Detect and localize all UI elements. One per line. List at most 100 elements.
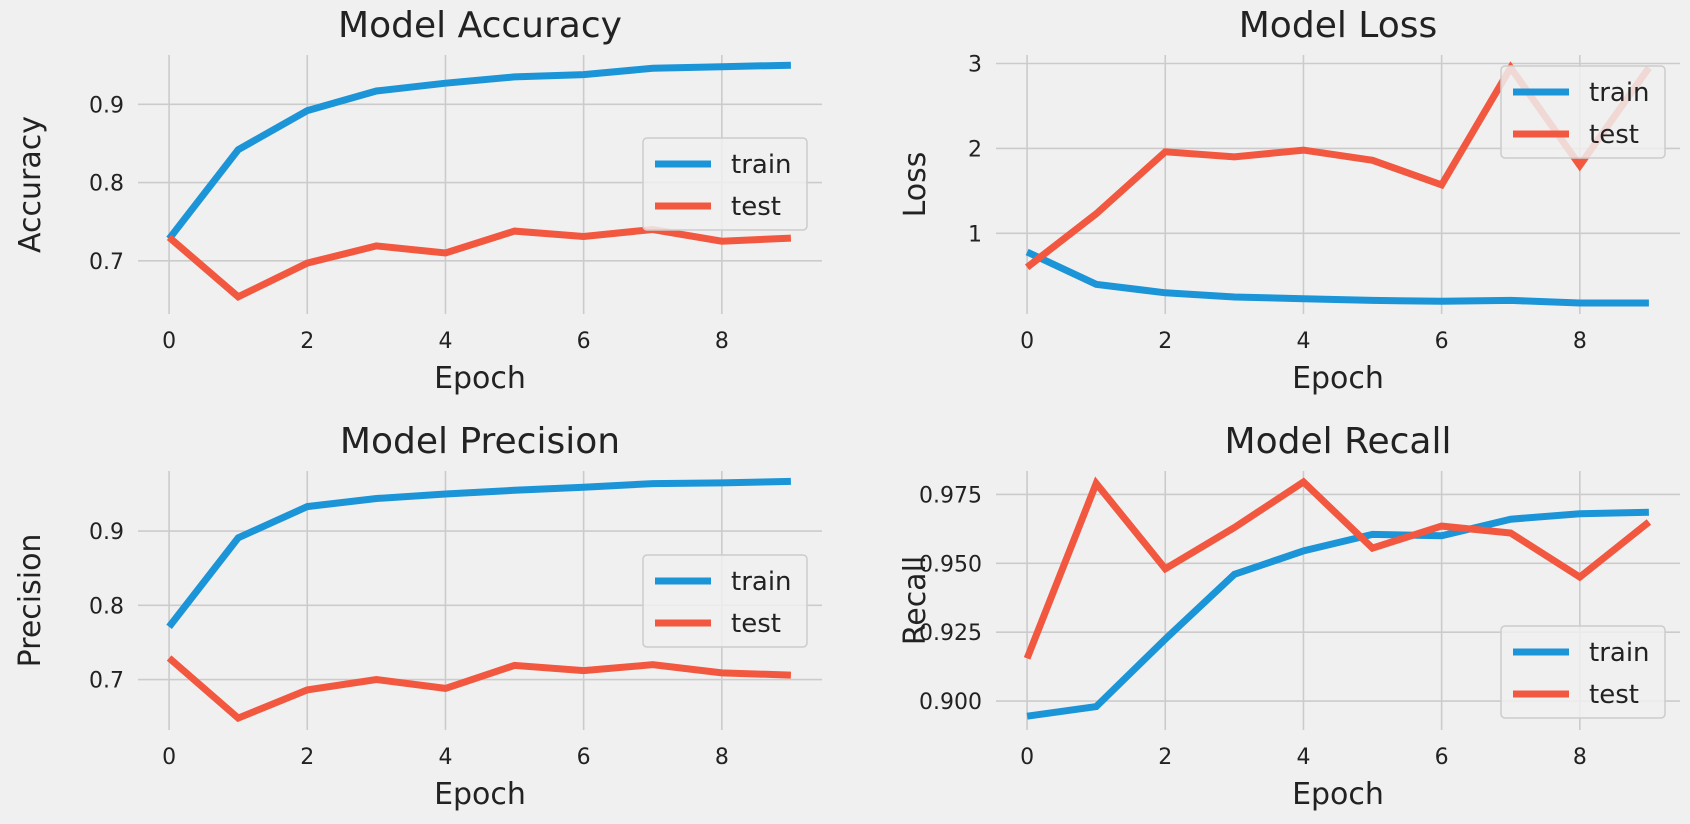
data-point-test	[169, 237, 170, 238]
data-point-train	[790, 481, 791, 482]
data-point-train	[445, 83, 446, 84]
data-point-test	[1648, 521, 1649, 522]
x-tick-label: 4	[438, 745, 452, 770]
x-tick-label: 0	[162, 745, 176, 770]
data-point-train	[1027, 716, 1028, 717]
series-line-test	[1023, 476, 1652, 660]
y-tick-label: 0.900	[919, 690, 982, 715]
x-tick-label: 0	[1020, 329, 1034, 354]
data-point-test	[790, 675, 791, 676]
data-point-train	[1579, 302, 1580, 303]
y-tick-label: 0.7	[89, 669, 124, 694]
data-point-train	[1648, 512, 1649, 513]
data-point-test	[1303, 482, 1304, 483]
legend-label-test: test	[731, 609, 781, 639]
data-point-train	[652, 483, 653, 484]
y-tick-label: 1	[968, 222, 982, 247]
data-point-test	[583, 670, 584, 671]
y-tick-label: 0.9	[89, 520, 124, 545]
data-point-test	[238, 718, 239, 719]
data-point-train	[583, 74, 584, 75]
data-point-train	[1510, 519, 1511, 520]
chart-panel-model-accuracy: 0 2 4 6 8 0.7 0.8 0.9 Model Accuracy Epoch Accurac…	[13, 5, 822, 396]
x-tick-label: 8	[1573, 329, 1587, 354]
data-point-test	[514, 665, 515, 666]
data-point-train	[1303, 550, 1304, 551]
x-axis-label: Epoch	[434, 361, 526, 396]
y-tick-label: 0.8	[89, 594, 124, 619]
legend-label-test: test	[731, 192, 781, 222]
chart-panel-model-recall: 0 2 4 6 8 0.900 0.925 0.950 0.975 Model Recall Epo…	[898, 421, 1680, 812]
data-point-train	[1096, 706, 1097, 707]
data-point-test	[376, 245, 377, 246]
legend-label-test: test	[1589, 120, 1639, 150]
legend: train test	[642, 554, 808, 648]
x-tick-label: 6	[1435, 329, 1449, 354]
data-point-test	[445, 252, 446, 253]
data-point-test	[1441, 184, 1442, 185]
x-tick-label: 6	[577, 745, 591, 770]
data-point-test	[1372, 160, 1373, 161]
data-point-train	[1165, 639, 1166, 640]
x-tick-label: 8	[715, 745, 729, 770]
data-point-train	[514, 490, 515, 491]
data-point-train	[721, 482, 722, 483]
x-tick-label: 2	[300, 329, 314, 354]
legend: train test	[1500, 65, 1666, 159]
data-point-train	[1234, 574, 1235, 575]
x-tick-label: 6	[1435, 745, 1449, 770]
data-point-train	[1372, 300, 1373, 301]
data-point-test	[721, 672, 722, 673]
data-point-test	[514, 231, 515, 232]
y-tick-label: 0.950	[919, 552, 982, 577]
data-point-test	[1165, 151, 1166, 152]
data-point-train	[790, 65, 791, 66]
data-point-train	[307, 506, 308, 507]
data-point-test	[583, 236, 584, 237]
data-point-test	[1096, 483, 1097, 484]
data-point-test	[1510, 532, 1511, 533]
data-point-test	[1165, 568, 1166, 569]
series-line-test	[166, 655, 792, 723]
chart-panel-model-loss: 0 2 4 6 8 1 2 3 Model Loss Epoch Loss train test	[898, 5, 1680, 396]
data-point-test	[1234, 527, 1235, 528]
data-point-test	[1234, 156, 1235, 157]
y-tick-label: 0.9	[89, 93, 124, 118]
y-tick-label: 2	[968, 137, 982, 162]
data-point-train	[1441, 535, 1442, 536]
data-point-test	[721, 241, 722, 242]
data-point-train	[238, 149, 239, 150]
y-axis-label: Accuracy	[13, 116, 48, 253]
data-point-train	[583, 487, 584, 488]
data-point-test	[307, 689, 308, 690]
x-tick-label: 0	[1020, 745, 1034, 770]
data-point-test	[1303, 150, 1304, 151]
series-line-train	[166, 477, 791, 629]
x-tick-label: 8	[715, 329, 729, 354]
data-point-test	[445, 688, 446, 689]
data-point-train	[1372, 534, 1373, 535]
data-point-train	[1303, 298, 1304, 299]
y-axis-label: Recall	[898, 556, 933, 646]
y-axis-label: Loss	[898, 152, 933, 218]
data-point-train	[238, 537, 239, 538]
data-point-test	[376, 679, 377, 680]
data-point-test	[1372, 548, 1373, 549]
data-point-train	[307, 110, 308, 111]
data-point-train	[1027, 252, 1028, 253]
data-point-train	[1510, 300, 1511, 301]
data-point-test	[1027, 267, 1028, 268]
x-tick-label: 4	[1296, 329, 1310, 354]
data-point-test	[307, 263, 308, 264]
data-point-test	[238, 296, 239, 297]
y-tick-label: 3	[968, 52, 982, 77]
x-tick-label: 2	[1158, 745, 1172, 770]
y-tick-label: 0.7	[89, 250, 124, 275]
legend-label-train: train	[731, 567, 792, 597]
data-point-test	[1441, 526, 1442, 527]
y-tick-label: 0.925	[919, 621, 982, 646]
y-axis-label: Precision	[13, 534, 48, 668]
y-tick-label: 0.975	[919, 483, 982, 508]
